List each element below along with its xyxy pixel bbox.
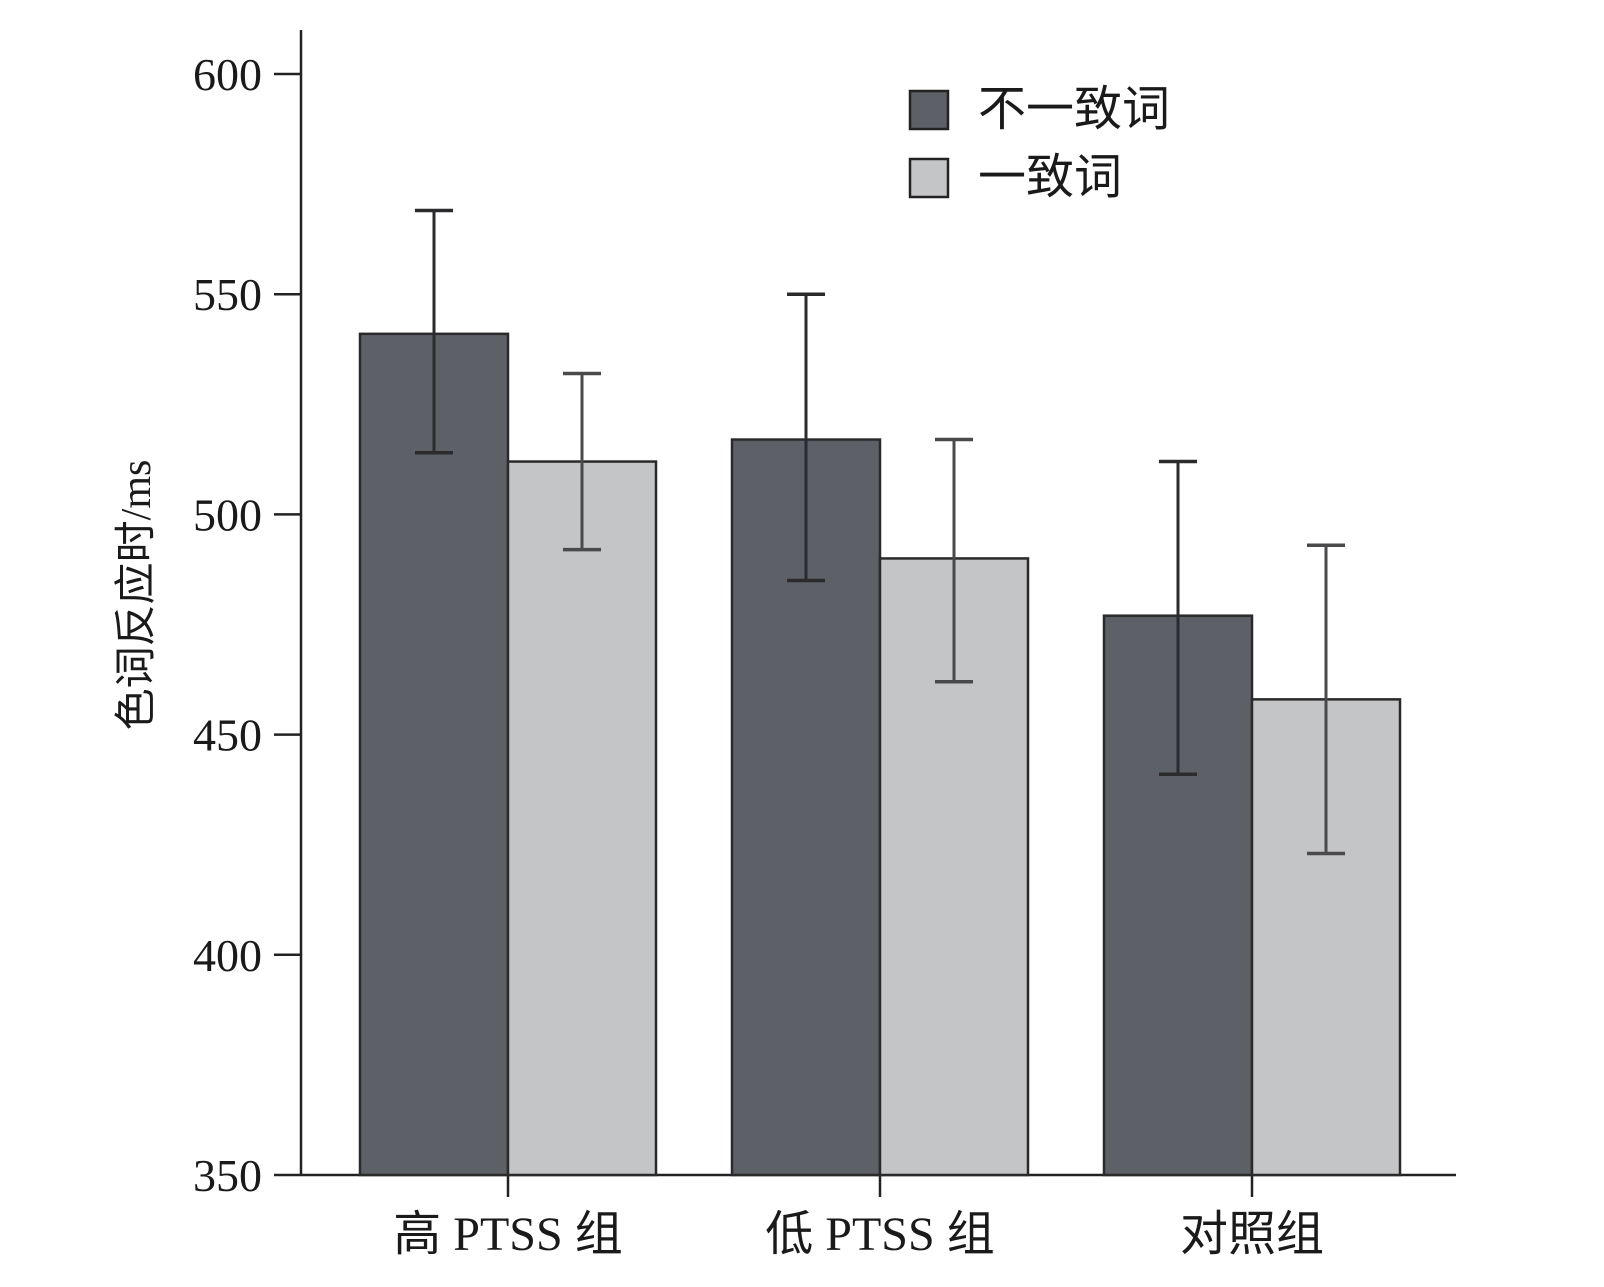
y-tick-label-500: 500 xyxy=(193,489,262,540)
labels: 350 400 450 500 550 600 色词反应时/ms 高 PTSS 组 低 PTSS… xyxy=(113,49,1324,1261)
legend-swatch xyxy=(908,89,950,131)
bar-incongruent xyxy=(358,332,510,1177)
legend-label: 一致词 xyxy=(978,151,1122,204)
legend-label: 不一致词 xyxy=(978,83,1170,136)
bar-congruent xyxy=(506,460,658,1177)
y-tick-label-350: 350 xyxy=(193,1150,262,1201)
x-category-label: 低 PTSS 组 xyxy=(765,1208,994,1261)
x-category-label: 高 PTSS 组 xyxy=(393,1208,622,1261)
y-tick-label-450: 450 xyxy=(193,710,262,761)
y-tick-label-600: 600 xyxy=(193,49,262,100)
legend-swatch xyxy=(908,157,950,199)
bars xyxy=(358,332,1402,1177)
x-category-label: 对照组 xyxy=(1180,1208,1324,1261)
y-axis-title: 色词反应时/ms xyxy=(113,460,160,731)
y-tick-label-400: 400 xyxy=(193,930,262,981)
y-tick-label-550: 550 xyxy=(193,269,262,320)
error-bars xyxy=(415,208,1345,856)
